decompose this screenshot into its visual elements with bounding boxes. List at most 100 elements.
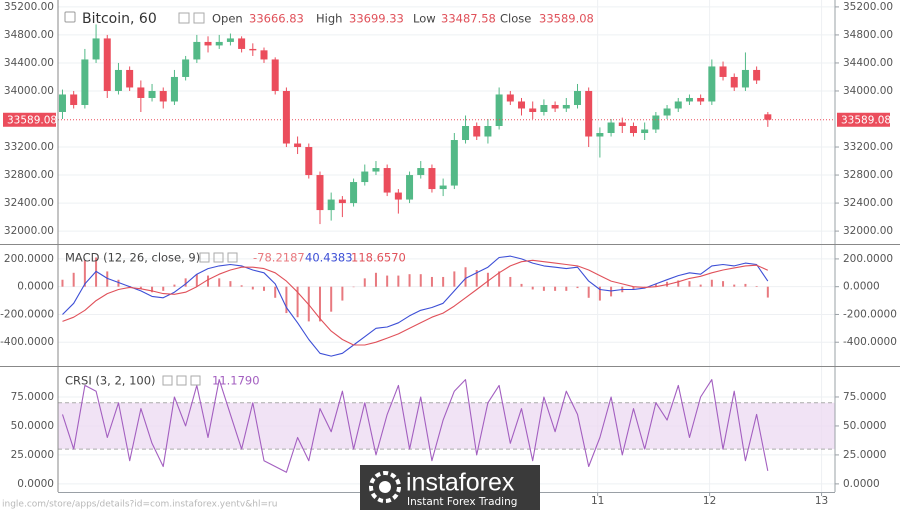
open-label: Open	[212, 12, 243, 26]
histogram-bar	[386, 275, 389, 287]
settings-icon[interactable]	[176, 375, 187, 386]
candle-body	[215, 41, 223, 46]
candle-body	[428, 168, 436, 190]
signal-value: 118.6570	[351, 251, 406, 265]
macd-legend: MACD (12, 26, close, 9) -78.2187 40.4383…	[65, 251, 406, 265]
candle-body	[529, 108, 537, 112]
histogram-bar	[430, 276, 433, 287]
collapse-icon[interactable]	[64, 11, 76, 23]
y-tick-label-left: 34400.00	[4, 57, 54, 69]
histogram-bar	[766, 286, 769, 298]
histogram-bar	[710, 279, 713, 287]
candle-body	[551, 104, 559, 109]
close-icon[interactable]	[190, 375, 201, 386]
candle-body	[417, 168, 425, 176]
y-tick-label: 0.0000	[843, 478, 880, 490]
histogram-bar	[565, 286, 568, 291]
histogram-bar	[296, 286, 299, 318]
eye-icon[interactable]	[178, 12, 190, 24]
histogram-bar	[419, 274, 422, 287]
candle-body	[629, 126, 637, 134]
candle-body	[394, 192, 402, 200]
candle-body	[361, 171, 369, 183]
candle-body	[562, 104, 570, 109]
high-value: 33699.33	[349, 12, 404, 26]
histogram-bar	[117, 279, 120, 287]
candle-body	[350, 182, 358, 204]
candle-body	[596, 133, 604, 137]
high-label: High	[316, 12, 342, 26]
candle-body	[338, 199, 346, 204]
y-tick-label: -200.0000	[843, 308, 897, 320]
histogram-bar	[363, 278, 366, 287]
histogram-bar	[285, 286, 288, 314]
histogram-bar	[699, 284, 702, 287]
open-value: 33666.83	[249, 12, 304, 26]
histogram-bar	[218, 278, 221, 287]
close-icon[interactable]	[227, 252, 238, 263]
x-tick-label: 11	[591, 495, 604, 507]
y-tick-label-left: 25.0000	[11, 449, 54, 461]
x-tick-label: 12	[703, 495, 716, 507]
close-label: Close	[500, 12, 531, 26]
y-tick-label: 35200.00	[843, 1, 893, 13]
close-value: 33589.08	[539, 12, 594, 26]
candle-body	[663, 108, 671, 116]
histogram-bar	[520, 283, 523, 287]
histogram-bar	[341, 286, 344, 301]
watermark-tagline: Instant Forex Trading	[407, 496, 517, 508]
histogram-bar	[453, 271, 456, 287]
watermark: instaforex Instant Forex Trading	[360, 465, 540, 510]
price-tag-bg	[837, 112, 890, 127]
low-value: 33487.58	[441, 12, 496, 26]
histogram-bar	[632, 286, 635, 290]
eye-icon[interactable]	[162, 375, 173, 386]
histogram-bar	[722, 281, 725, 287]
histogram-bar	[318, 286, 321, 322]
histogram-bar	[374, 272, 377, 287]
histogram-bar	[744, 283, 747, 287]
y-tick-label-left: 0.0000	[17, 478, 54, 490]
candle-body	[764, 114, 772, 120]
eye-icon[interactable]	[199, 252, 210, 263]
watermark-logo	[369, 471, 401, 503]
histogram-bar	[83, 260, 86, 287]
price-tag: 33589.08	[7, 114, 57, 126]
crsi-legend: CRSI (3, 2, 100) 11.1790	[65, 374, 260, 388]
settings-icon[interactable]	[213, 252, 224, 263]
y-tick-label: 34400.00	[843, 57, 893, 69]
y-tick-label-left: 34000.00	[4, 85, 54, 97]
histogram-bar	[352, 286, 355, 288]
candle-body	[193, 41, 201, 60]
candle-body	[697, 97, 705, 102]
histogram-bar	[263, 286, 266, 291]
y-tick-label: 32000.00	[843, 225, 893, 237]
macd-title: MACD (12, 26, close, 9)	[65, 251, 200, 265]
histogram-bar	[195, 274, 198, 287]
candle-body	[148, 90, 156, 98]
histogram-bar	[184, 278, 187, 287]
candle-body	[294, 143, 302, 148]
y-tick-label: 200.0000	[843, 253, 893, 265]
histogram-bar	[240, 285, 243, 287]
y-tick-label: 33200.00	[843, 141, 893, 153]
candle-body	[114, 69, 122, 91]
y-tick-label-left: 50.0000	[11, 420, 54, 432]
settings-icon[interactable]	[193, 12, 205, 24]
y-tick-label: 50.0000	[843, 420, 886, 432]
y-tick-label: 32800.00	[843, 169, 893, 181]
histogram-value: -78.2187	[253, 251, 305, 265]
x-tick-label: 13	[815, 495, 828, 507]
candle-body	[238, 38, 246, 49]
histogram-bar	[408, 274, 411, 287]
low-label: Low	[413, 12, 436, 26]
candle-body	[685, 97, 693, 102]
y-tick-label: 0.0000	[843, 281, 880, 293]
price-tag-bg	[3, 112, 56, 127]
candle-body	[641, 129, 649, 134]
histogram-bar	[464, 267, 467, 287]
histogram-bar	[688, 281, 691, 287]
candle-body	[506, 94, 514, 102]
